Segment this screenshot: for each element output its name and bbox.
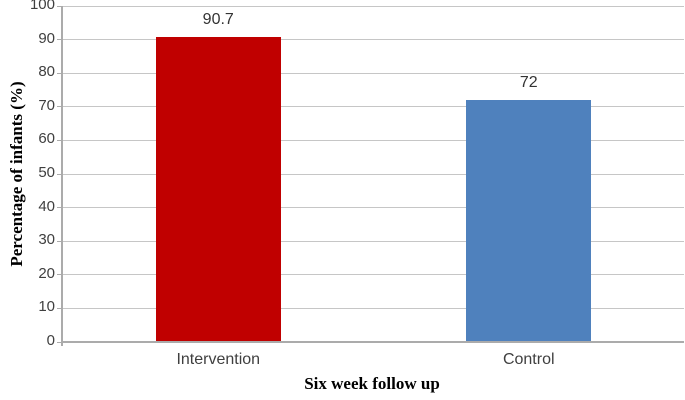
y-axis-tick xyxy=(57,207,63,209)
y-axis-tick xyxy=(57,307,63,309)
gridline xyxy=(63,5,684,7)
gridline xyxy=(63,173,684,175)
bar-intervention xyxy=(155,37,281,341)
y-axis-tick xyxy=(57,173,63,175)
y-tick-label: 100 xyxy=(29,0,55,13)
y-tick-label: 80 xyxy=(38,63,55,81)
gridline xyxy=(63,207,684,209)
x-axis-line xyxy=(62,341,684,343)
y-axis-tick xyxy=(57,5,63,7)
gridline xyxy=(63,39,684,41)
bar-value-label: 72 xyxy=(519,74,538,92)
x-category-label: Intervention xyxy=(176,351,261,368)
y-axis-tick xyxy=(57,139,63,141)
y-axis-tick xyxy=(57,72,63,74)
y-tick-label: 10 xyxy=(38,298,55,316)
y-tick-label: 30 xyxy=(38,231,55,249)
y-tick-label: 0 xyxy=(46,332,55,349)
gridline xyxy=(63,240,684,242)
y-tick-label: 40 xyxy=(38,197,55,215)
gridline xyxy=(63,106,684,108)
gridline xyxy=(63,307,684,309)
y-tick-label: 70 xyxy=(38,96,55,114)
gridline xyxy=(63,274,684,276)
y-tick-label: 20 xyxy=(38,264,55,282)
y-axis-tick xyxy=(57,106,63,108)
y-tick-label: 90 xyxy=(38,29,55,47)
y-tick-label: 50 xyxy=(38,164,55,181)
y-axis-tick xyxy=(57,39,63,41)
bar-control xyxy=(466,100,592,341)
gridline xyxy=(63,72,684,74)
y-tick-label: 60 xyxy=(38,130,55,148)
gridline xyxy=(63,139,684,141)
y-axis-line xyxy=(61,6,63,346)
y-axis-tick xyxy=(57,274,63,276)
bar-value-label: 90.7 xyxy=(202,11,234,29)
y-axis-tick xyxy=(57,341,63,343)
x-category-label: Control xyxy=(502,351,555,368)
x-axis-title: Six week follow up xyxy=(304,374,440,393)
y-axis-tick xyxy=(57,240,63,242)
